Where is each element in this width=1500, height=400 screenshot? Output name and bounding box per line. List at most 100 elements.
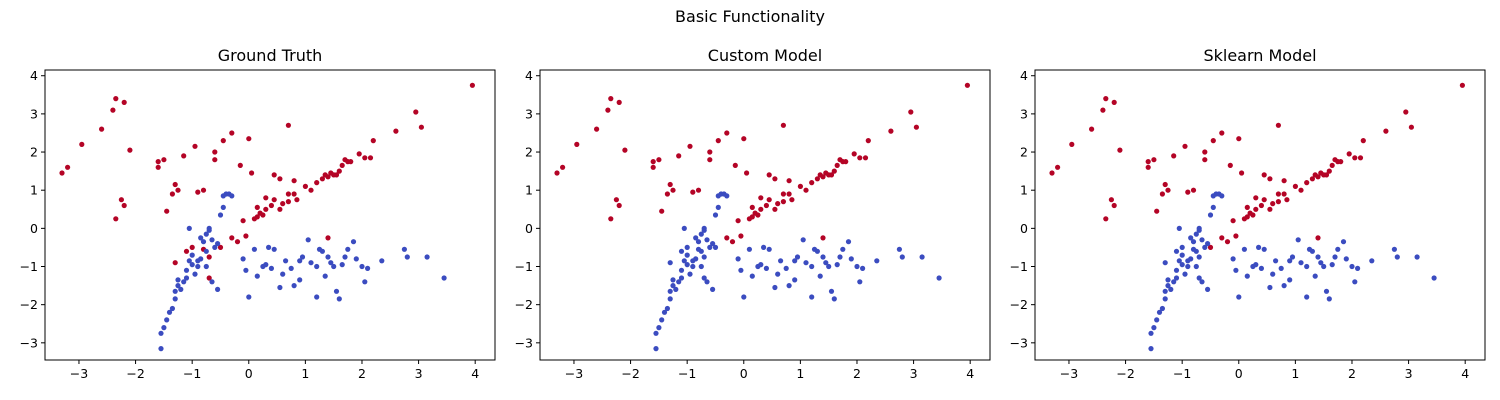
point-class-1	[766, 197, 772, 203]
point-class-0	[379, 258, 385, 264]
point-class-1	[212, 149, 218, 155]
point-class-1	[1357, 155, 1364, 161]
point-class-0	[1173, 267, 1180, 273]
axes-frame	[1034, 69, 1486, 361]
point-class-0	[1190, 239, 1197, 245]
point-class-0	[1267, 284, 1273, 291]
x-tick-label: 3	[1405, 366, 1413, 381]
point-class-0	[283, 258, 289, 264]
point-class-1	[118, 197, 124, 203]
point-class-0	[1312, 273, 1318, 279]
point-class-0	[786, 283, 792, 289]
point-class-1	[268, 202, 274, 209]
point-class-0	[712, 212, 719, 218]
point-class-0	[834, 262, 840, 268]
point-class-0	[291, 283, 297, 289]
point-class-1	[1315, 235, 1321, 241]
point-class-0	[701, 225, 707, 231]
y-tick-label: 2	[30, 145, 38, 160]
point-class-0	[698, 263, 704, 270]
point-class-0	[670, 283, 676, 289]
point-class-0	[837, 254, 843, 260]
x-tick-label: 1	[301, 366, 309, 381]
point-class-0	[1205, 286, 1211, 292]
point-class-0	[1196, 254, 1202, 260]
y-tick-label: 2	[1020, 145, 1028, 160]
point-class-1	[294, 197, 300, 203]
point-class-1	[814, 176, 821, 182]
point-class-0	[826, 263, 832, 270]
axes-frame	[539, 69, 991, 361]
point-class-1	[325, 174, 331, 180]
point-class-1	[775, 201, 781, 207]
point-class-1	[1202, 149, 1208, 155]
point-class-0	[1165, 277, 1171, 283]
x-tick-label: 3	[415, 366, 423, 381]
x-tick-label: 4	[1461, 366, 1469, 381]
point-class-0	[854, 263, 860, 270]
point-class-0	[251, 246, 257, 252]
point-class-1	[271, 172, 277, 178]
point-class-0	[181, 279, 187, 285]
point-class-0	[195, 263, 201, 270]
point-class-1	[206, 275, 212, 281]
panel-title: Sklearn Model	[1203, 46, 1316, 65]
point-class-1	[780, 122, 787, 128]
point-class-1	[1267, 206, 1273, 212]
point-class-0	[1340, 239, 1347, 245]
point-class-0	[653, 330, 659, 336]
point-class-1	[772, 206, 778, 212]
point-class-1	[1329, 162, 1335, 168]
point-class-0	[209, 279, 215, 285]
point-class-1	[1352, 155, 1358, 161]
point-class-0	[1394, 254, 1400, 260]
point-class-1	[820, 235, 826, 241]
point-class-1	[741, 136, 747, 142]
point-class-1	[724, 130, 730, 136]
point-class-1	[1338, 159, 1344, 165]
point-class-0	[1258, 265, 1264, 271]
point-class-1	[254, 204, 260, 210]
point-class-1	[1111, 202, 1117, 209]
point-class-1	[831, 168, 837, 174]
point-class-1	[240, 218, 246, 224]
x-tick-label: −2	[126, 366, 144, 381]
point-class-0	[701, 275, 707, 281]
point-class-0	[676, 279, 682, 285]
point-class-1	[1089, 126, 1095, 132]
point-class-1	[277, 206, 283, 212]
point-class-0	[203, 248, 209, 254]
x-tick-label: 0	[245, 366, 253, 381]
point-class-1	[1165, 187, 1171, 193]
point-class-1	[155, 164, 161, 170]
point-class-1	[1100, 107, 1106, 113]
point-class-0	[401, 246, 407, 252]
point-class-0	[1236, 294, 1242, 300]
point-class-1	[749, 204, 755, 210]
point-class-1	[1230, 218, 1236, 224]
point-class-0	[1315, 254, 1321, 260]
point-class-0	[1210, 204, 1216, 210]
point-class-0	[690, 263, 696, 270]
point-class-1	[1049, 170, 1055, 176]
point-class-0	[664, 305, 671, 312]
point-class-0	[741, 294, 747, 300]
point-class-1	[1224, 239, 1231, 245]
point-class-1	[263, 195, 269, 201]
point-class-0	[690, 258, 696, 264]
point-class-1	[908, 109, 914, 115]
point-class-1	[758, 195, 764, 201]
point-class-1	[1162, 181, 1168, 188]
point-class-1	[155, 159, 161, 165]
point-class-1	[1281, 178, 1287, 184]
point-class-0	[1304, 263, 1310, 270]
point-class-1	[1244, 214, 1250, 220]
point-class-0	[684, 262, 690, 268]
point-class-0	[345, 246, 351, 252]
point-class-1	[285, 199, 291, 205]
point-class-0	[314, 263, 320, 270]
point-class-1	[780, 191, 787, 197]
point-class-0	[1278, 265, 1284, 271]
point-class-1	[175, 187, 181, 193]
point-class-1	[608, 216, 614, 222]
